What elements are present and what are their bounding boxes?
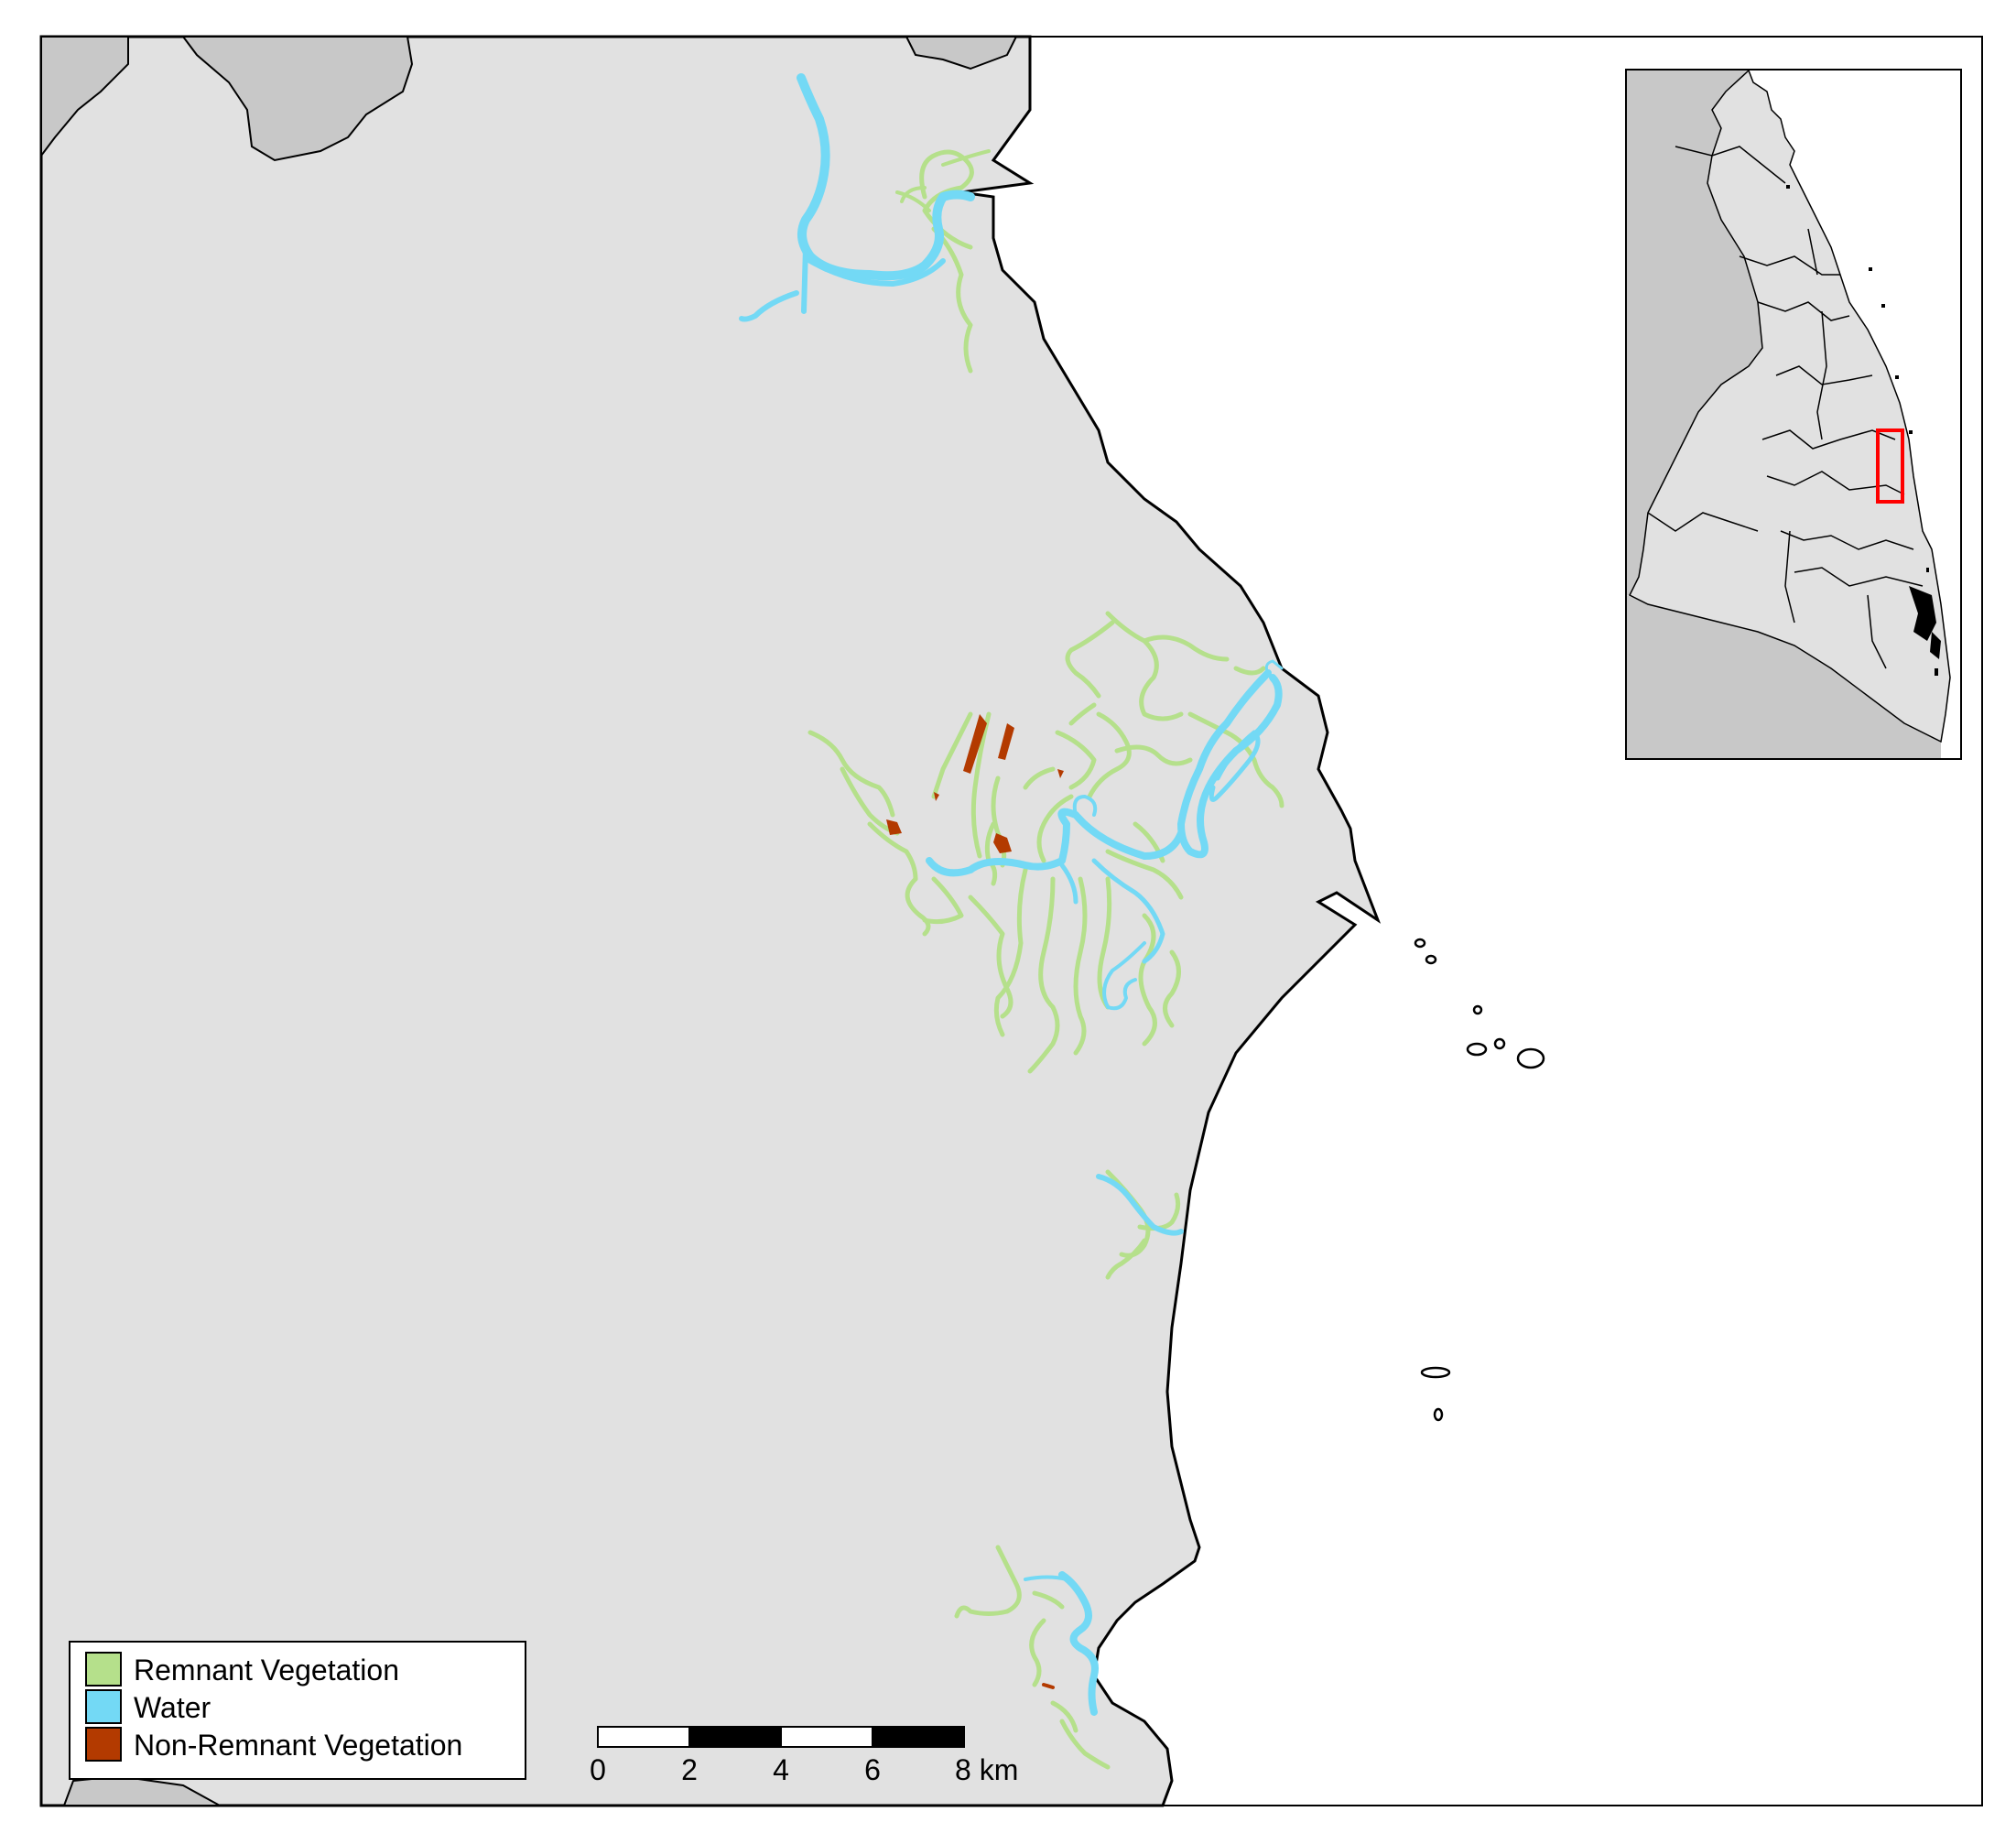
neighbour-region-sw bbox=[62, 1774, 221, 1806]
scale-seg-4 bbox=[872, 1726, 965, 1748]
neighbour-region-nw bbox=[40, 36, 129, 158]
legend-swatch-water bbox=[85, 1689, 122, 1724]
inset-catchment-boundaries bbox=[1647, 146, 1924, 669]
creek-south-2 bbox=[954, 1545, 1111, 1770]
scale-tick-2: 2 bbox=[681, 1753, 698, 1786]
north-river bbox=[739, 73, 991, 374]
scale-tick-0: 0 bbox=[590, 1753, 606, 1786]
legend-swatch-remnant bbox=[85, 1652, 122, 1687]
central-river bbox=[807, 611, 1284, 1074]
scale-seg-3 bbox=[780, 1726, 873, 1748]
creek-south-1 bbox=[1096, 1169, 1184, 1280]
legend-label-remnant: Remnant Vegetation bbox=[134, 1654, 399, 1687]
inset-extent-box bbox=[1876, 428, 1904, 504]
legend-box bbox=[69, 1641, 526, 1780]
legend-swatch-non-remnant bbox=[85, 1727, 122, 1762]
legend: Remnant Vegetation Water Non-Remnant Veg… bbox=[69, 1641, 526, 1780]
neighbour-region-n bbox=[181, 36, 414, 162]
legend-label-non-remnant: Non-Remnant Vegetation bbox=[134, 1729, 462, 1762]
inset-coastal-islands bbox=[1786, 185, 1941, 676]
inset-outer-land bbox=[1627, 70, 1941, 758]
scale-tick-8km: 8 km bbox=[955, 1753, 1018, 1786]
mainland bbox=[39, 35, 1382, 1807]
scale-bar: 0 2 4 6 8 km bbox=[590, 1726, 1018, 1786]
inset-region bbox=[1628, 69, 1951, 743]
scale-tick-4: 4 bbox=[773, 1753, 789, 1786]
neighbour-region-ne bbox=[905, 36, 1018, 70]
scale-seg-1 bbox=[597, 1726, 690, 1748]
offshore-islands bbox=[1414, 938, 1545, 1422]
scale-seg-2 bbox=[688, 1726, 782, 1748]
legend-label-water: Water bbox=[134, 1691, 211, 1724]
scale-tick-6: 6 bbox=[864, 1753, 881, 1786]
inset-map bbox=[1625, 69, 1962, 760]
